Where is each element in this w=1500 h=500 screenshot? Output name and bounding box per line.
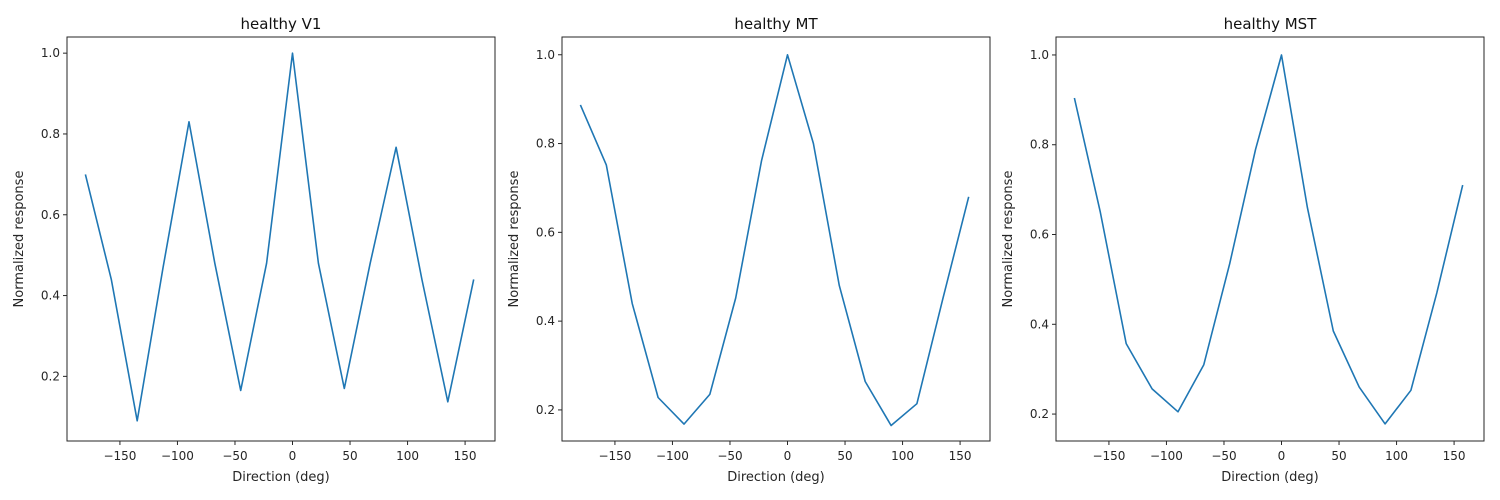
x-tick-label: −150 bbox=[1092, 449, 1125, 463]
x-tick-label: −50 bbox=[717, 449, 742, 463]
x-tick-label: 150 bbox=[1443, 449, 1466, 463]
y-tick-label: 0.2 bbox=[41, 369, 60, 383]
x-tick-label: −50 bbox=[222, 449, 247, 463]
y-tick-label: 0.8 bbox=[536, 137, 555, 151]
y-tick-label: 0.8 bbox=[41, 127, 60, 141]
axes-frame bbox=[1055, 36, 1485, 442]
chart-title: healthy V1 bbox=[241, 15, 322, 33]
y-axis-label: Normalized response bbox=[12, 171, 27, 308]
x-tick-label: 50 bbox=[1331, 449, 1346, 463]
subplot-2: healthy MST −150 −100 −50 0 50 100 150 0.2 0.4 0.6… bbox=[1001, 15, 1485, 485]
x-axis-label: Direction (deg) bbox=[1221, 470, 1319, 485]
chart-title: healthy MST bbox=[1224, 15, 1318, 33]
y-tick-label: 0.4 bbox=[536, 314, 555, 328]
series-line bbox=[84, 52, 475, 422]
x-tick-label: 100 bbox=[396, 449, 419, 463]
x-tick-label: −150 bbox=[598, 449, 631, 463]
y-tick-label: 0.2 bbox=[1030, 407, 1049, 421]
y-tick-label: 0.6 bbox=[41, 208, 60, 222]
x-tick-label: −100 bbox=[1150, 449, 1183, 463]
x-tick-label: 0 bbox=[289, 449, 297, 463]
x-axis-label: Direction (deg) bbox=[727, 470, 825, 485]
x-tick-label: −100 bbox=[161, 449, 194, 463]
y-tick-label: 0.4 bbox=[1030, 317, 1049, 331]
x-tick-label: −150 bbox=[103, 449, 136, 463]
y-tick-label: 1.0 bbox=[1030, 48, 1049, 62]
x-tick-label: 150 bbox=[454, 449, 477, 463]
chart-title: healthy MT bbox=[734, 15, 818, 33]
x-tick-label: 50 bbox=[342, 449, 357, 463]
x-tick-label: 100 bbox=[1385, 449, 1408, 463]
y-tick-label: 0.4 bbox=[41, 289, 60, 303]
series-line bbox=[579, 53, 970, 427]
x-tick-label: 0 bbox=[784, 449, 792, 463]
x-tick-label: 50 bbox=[837, 449, 852, 463]
y-tick-label: 0.6 bbox=[1030, 228, 1049, 242]
y-tick-label: 0.2 bbox=[536, 403, 555, 417]
y-tick-label: 0.6 bbox=[536, 225, 555, 239]
y-tick-label: 0.8 bbox=[1030, 138, 1049, 152]
axes-frame bbox=[66, 36, 496, 442]
subplot-0: healthy V1 −150 −100 −50 0 50 100 150 0.2 0.4 0.6 0… bbox=[12, 15, 496, 485]
y-axis-label: Normalized response bbox=[507, 171, 522, 308]
subplot-panels: healthy V1 −150 −100 −50 0 50 100 150 0.2 0.4 0.6 0… bbox=[12, 15, 1485, 485]
axes-frame bbox=[561, 36, 991, 442]
subplot-1: healthy MT −150 −100 −50 0 50 100 150 0.2 0.4 0.6 0… bbox=[507, 15, 991, 485]
x-tick-label: 100 bbox=[891, 449, 914, 463]
y-tick-label: 1.0 bbox=[536, 48, 555, 62]
x-axis-label: Direction (deg) bbox=[232, 470, 330, 485]
x-tick-label: 0 bbox=[1278, 449, 1286, 463]
x-tick-label: −50 bbox=[1211, 449, 1236, 463]
y-tick-label: 1.0 bbox=[41, 46, 60, 60]
x-tick-label: −100 bbox=[656, 449, 689, 463]
series-line bbox=[1073, 54, 1464, 425]
x-tick-label: 150 bbox=[949, 449, 972, 463]
y-axis-label: Normalized response bbox=[1001, 171, 1016, 308]
